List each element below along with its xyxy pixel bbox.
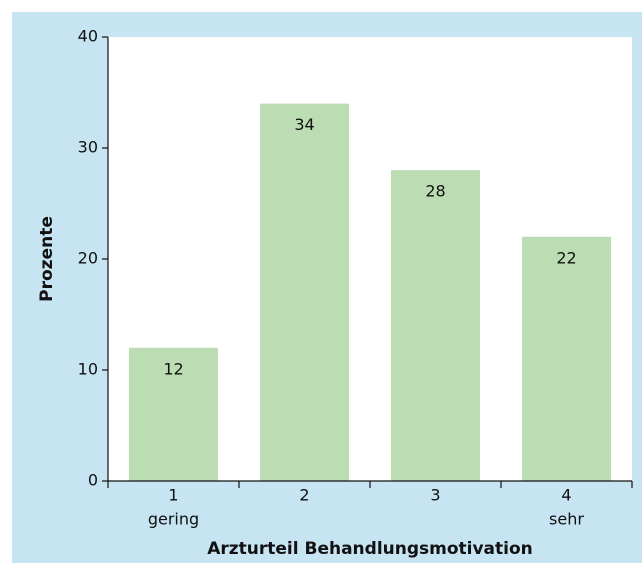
x-tick-label: 3: [430, 486, 440, 505]
x-tick-label: 2: [299, 486, 309, 505]
bar: [521, 236, 612, 481]
x-tick-sublabel: gering: [148, 510, 199, 529]
x-tick-sublabel: sehr: [549, 510, 584, 529]
x-tick-label: 4: [561, 486, 571, 505]
data-label: 34: [294, 115, 314, 134]
y-tick-label: 0: [88, 471, 98, 490]
y-tick-label: 30: [78, 138, 98, 157]
y-tick-label: 10: [78, 360, 98, 379]
data-label: 12: [163, 359, 183, 378]
y-axis-title: Prozente: [37, 216, 57, 302]
y-tick-label: 40: [78, 27, 98, 46]
x-tick-label: 1: [168, 486, 178, 505]
data-label: 28: [425, 182, 445, 201]
y-tick-label: 20: [78, 249, 98, 268]
bar: [128, 347, 219, 481]
x-axis-title: Arzturteil Behandlungsmotivation: [207, 539, 533, 559]
bar: [390, 170, 481, 481]
data-label: 22: [556, 248, 576, 267]
bar: [259, 103, 350, 481]
